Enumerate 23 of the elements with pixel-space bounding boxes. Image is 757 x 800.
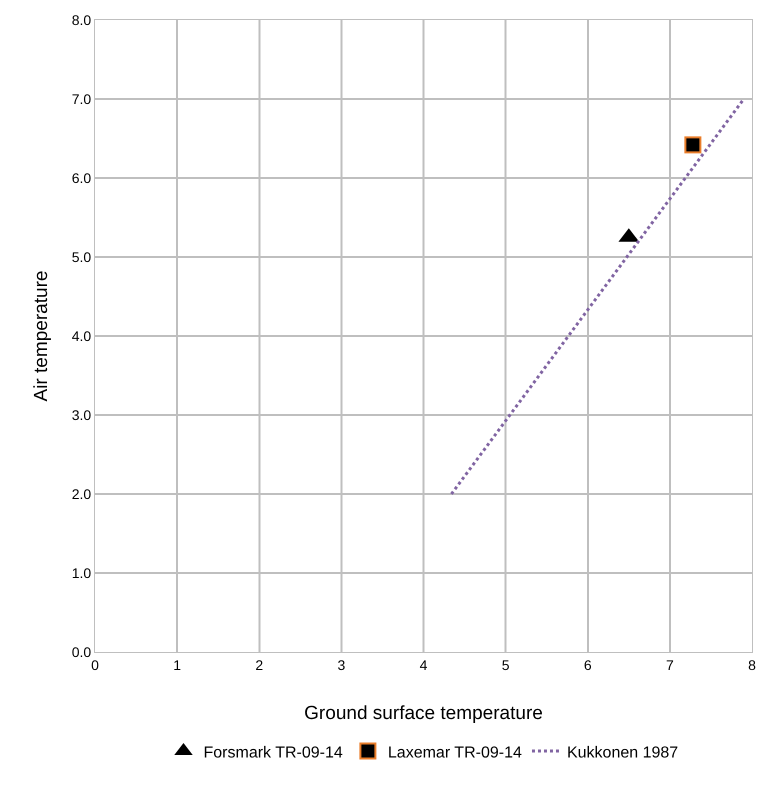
y-tick-label: 5.0 xyxy=(72,248,92,265)
y-tick-label: 3.0 xyxy=(72,406,92,423)
x-tick-label: 4 xyxy=(420,656,428,673)
x-tick-label: 5 xyxy=(502,656,510,673)
y-tick-label: 0.0 xyxy=(72,644,92,660)
x-tick-label: 1 xyxy=(173,656,182,673)
x-tick-label: 3 xyxy=(337,656,346,673)
y-tick-label: 8.0 xyxy=(72,12,92,28)
y-tick-label: 4.0 xyxy=(72,328,92,344)
legend-label: Forsmark TR-09-14 xyxy=(204,744,343,762)
x-tick-label: 6 xyxy=(584,656,592,673)
x-tick-label: 2 xyxy=(255,656,264,673)
x-tick-label: 7 xyxy=(666,656,674,673)
y-axis-title: Air temperature xyxy=(31,270,52,402)
legend-label: Kukkonen 1987 xyxy=(566,744,678,762)
y-tick-label: 7.0 xyxy=(72,90,92,107)
y-tick-label: 6.0 xyxy=(72,170,92,186)
y-tick-label: 2.0 xyxy=(72,486,92,502)
x-axis-title: Ground surface temperature xyxy=(304,703,543,724)
legend-label: Laxemar TR-09-14 xyxy=(388,744,522,762)
x-tick-label: 8 xyxy=(748,656,756,673)
y-tick-label: 1.0 xyxy=(72,564,92,581)
x-tick-label: 0 xyxy=(91,656,100,673)
